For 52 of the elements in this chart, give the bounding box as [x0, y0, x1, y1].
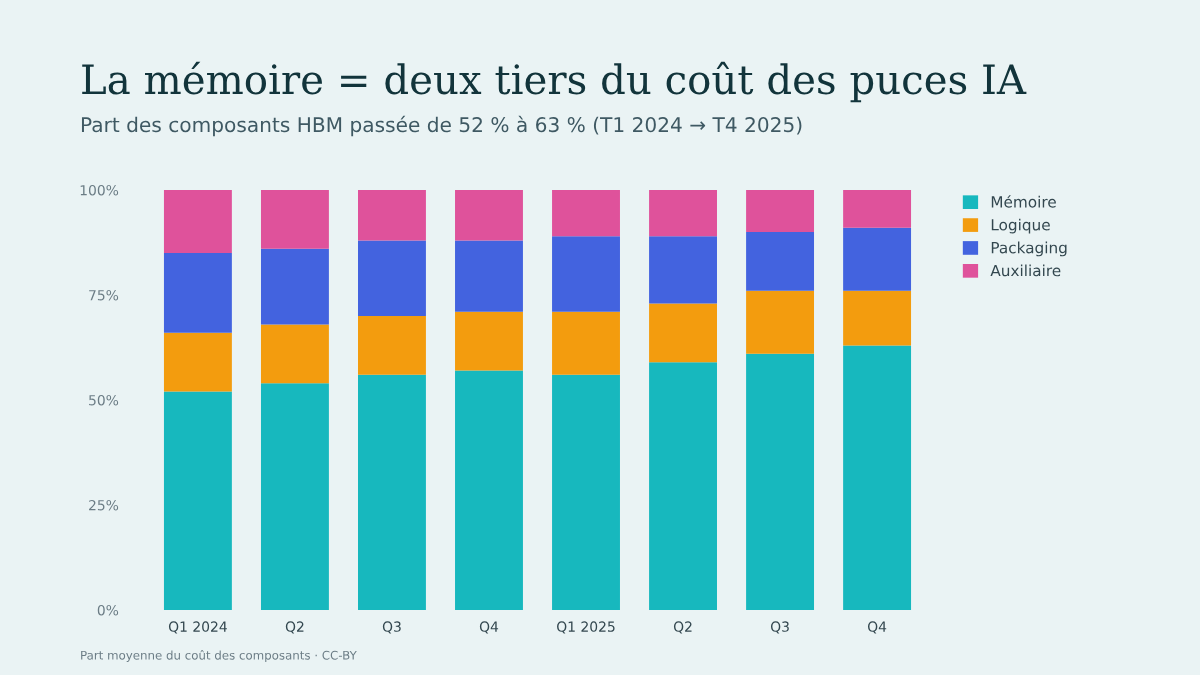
y-tick-label: 25%: [89, 499, 119, 511]
x-tick-label: Q4: [867, 621, 887, 634]
bar: [746, 353, 815, 610]
bar: [843, 227, 912, 291]
bar: [455, 240, 523, 312]
legend-label: Logique: [991, 218, 1050, 234]
x-tick-label: Q2: [673, 621, 692, 634]
x-tick-label: Q1 2025: [557, 621, 615, 634]
bar: [455, 311, 523, 371]
bar: [163, 190, 232, 253]
bar: [746, 232, 815, 291]
bar: [649, 362, 717, 610]
bar: [260, 248, 329, 325]
bar: [552, 236, 620, 312]
bar: [163, 391, 232, 610]
bar: [843, 345, 912, 610]
x-tick-label: Q3: [770, 621, 789, 634]
text: Part moyenne du coût des composants · CC-BY: [81, 650, 357, 662]
bar: [746, 290, 815, 354]
bar: [552, 311, 620, 375]
x-tick-label: Q4: [479, 621, 499, 634]
bar: [358, 316, 426, 375]
chart-subtitle: Part des composants HBM passée de 52 % à 63 % (T1 2024 → T4 2025): [81, 115, 802, 137]
bar: [649, 236, 717, 304]
y-tick-label: 100%: [80, 184, 119, 196]
bar: [260, 383, 329, 610]
legend-label: Mémoire: [991, 195, 1056, 208]
y-tick-label: 0%: [97, 604, 119, 616]
x-tick-label: Q1 2024: [168, 621, 227, 634]
bar: [163, 253, 232, 333]
y-tick-label: 50%: [89, 394, 119, 406]
bar: [358, 190, 426, 241]
bar: [649, 303, 717, 363]
x-tick-label: Q2: [285, 621, 304, 634]
bar: [552, 374, 620, 610]
bar: [260, 324, 329, 384]
bar: [455, 370, 523, 610]
chart-title: La mémoire = deux tiers du coût des puces IA: [82, 61, 1027, 103]
bar: [260, 190, 329, 249]
bar: [163, 332, 232, 392]
bar: [358, 374, 426, 610]
legend-label: Auxiliaire: [990, 264, 1061, 277]
legend-label: Packaging: [991, 241, 1067, 257]
bar: [455, 190, 523, 241]
bar: [746, 190, 815, 232]
bar: [843, 190, 912, 228]
bar: [358, 240, 426, 316]
x-tick-label: Q3: [382, 621, 401, 634]
bar: [552, 190, 620, 237]
bar: [649, 190, 717, 237]
y-tick-label: 75%: [89, 289, 119, 301]
bar: [843, 290, 912, 346]
